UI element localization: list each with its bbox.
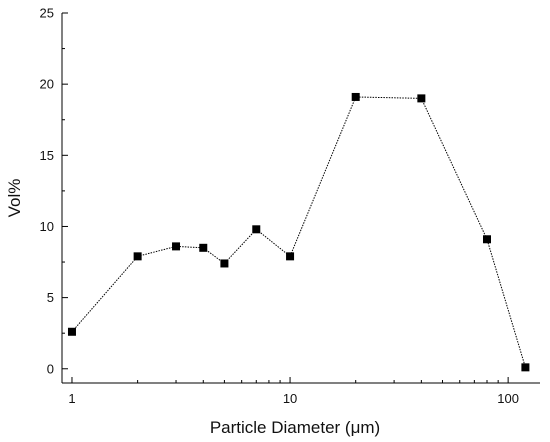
y-tick-label: 15 xyxy=(40,148,54,163)
data-point-marker xyxy=(417,94,426,103)
x-tick-label: 10 xyxy=(283,391,297,406)
x-axis-label: Particle Diameter (μm) xyxy=(210,418,380,437)
series-marker-group xyxy=(67,92,530,372)
data-point-marker xyxy=(521,363,530,372)
series-line-group xyxy=(71,96,526,368)
data-point-marker xyxy=(133,252,142,261)
data-point-marker xyxy=(351,92,360,101)
data-point-marker xyxy=(172,242,181,251)
series-line xyxy=(71,96,526,368)
data-point-marker xyxy=(199,243,208,252)
y-tick-label: 10 xyxy=(40,219,54,234)
data-point-marker xyxy=(67,327,76,336)
data-point-marker xyxy=(220,259,229,268)
data-point-marker xyxy=(252,225,261,234)
data-point-marker xyxy=(286,252,295,261)
y-axis-label: Vol% xyxy=(5,179,24,218)
y-tick-label: 20 xyxy=(40,77,54,92)
axes: 0 5 10 15 20 25 1 10 100 xyxy=(40,6,540,406)
x-tick-label: 1 xyxy=(68,391,75,406)
y-tick-label: 5 xyxy=(47,290,54,305)
y-tick-label: 0 xyxy=(47,361,54,376)
y-tick-label: 25 xyxy=(40,6,54,21)
data-point-marker xyxy=(482,235,491,244)
x-tick-label: 100 xyxy=(497,391,519,406)
